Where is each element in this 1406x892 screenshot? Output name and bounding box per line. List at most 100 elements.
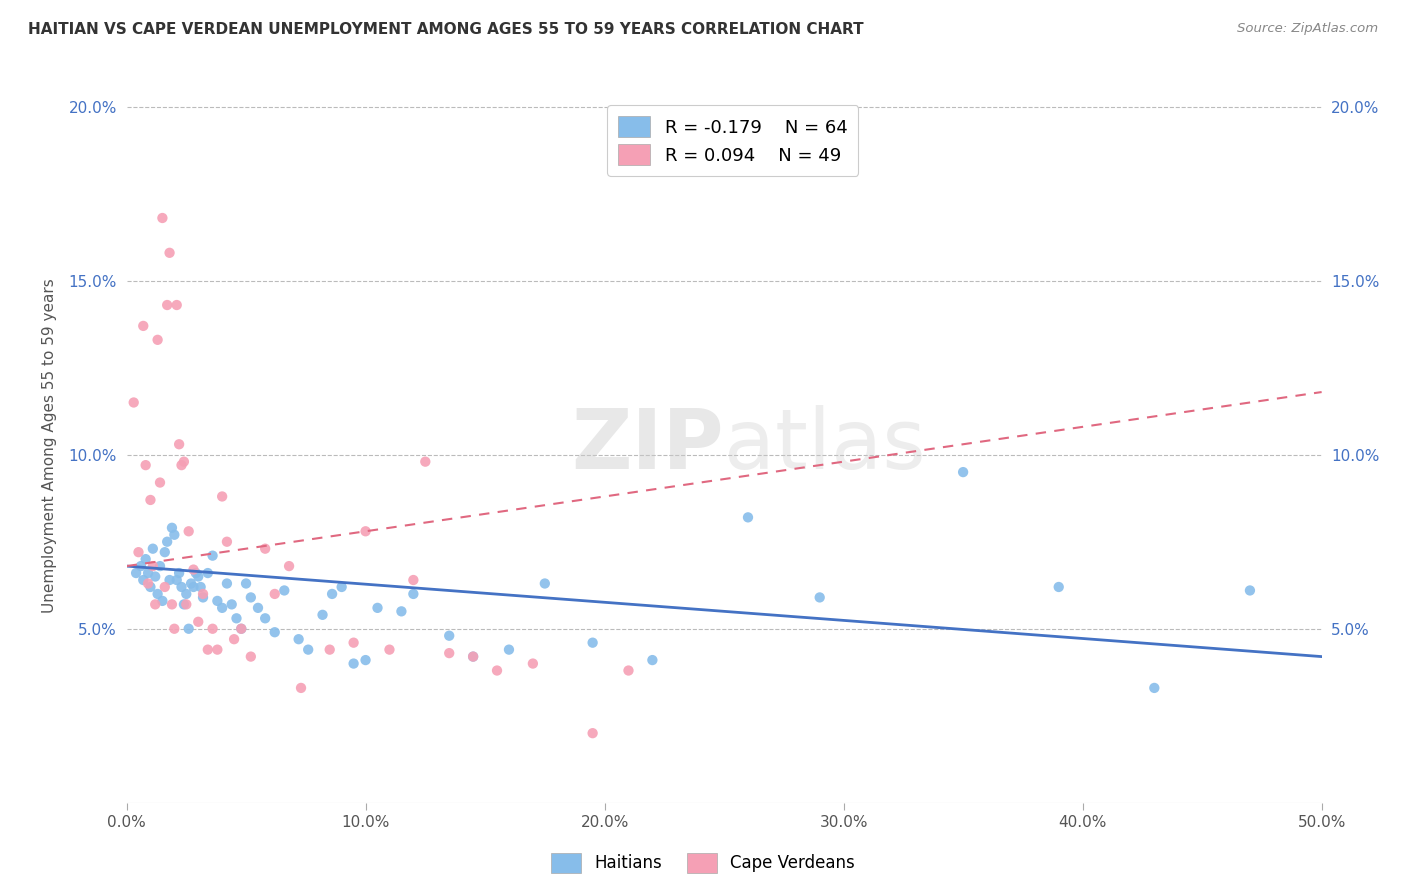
Point	[187, 615, 209, 629]
Point	[163, 528, 186, 542]
Point	[439, 629, 461, 643]
Point	[156, 534, 179, 549]
Point	[641, 653, 664, 667]
Point	[135, 458, 157, 472]
Point	[239, 591, 262, 605]
Point	[173, 598, 195, 612]
Legend: Haitians, Cape Verdeans: Haitians, Cape Verdeans	[544, 847, 862, 880]
Point	[1047, 580, 1070, 594]
Point	[321, 587, 343, 601]
Point	[166, 573, 188, 587]
Point	[191, 587, 214, 601]
Point	[183, 563, 205, 577]
Point	[150, 211, 174, 225]
Point	[231, 622, 253, 636]
Point	[354, 524, 377, 539]
Point	[225, 611, 247, 625]
Point	[211, 600, 233, 615]
Point	[311, 607, 333, 622]
Point	[153, 545, 176, 559]
Point	[402, 573, 425, 587]
Point	[391, 604, 413, 618]
Point	[952, 465, 974, 479]
Text: ZIP: ZIP	[572, 406, 724, 486]
Point	[439, 646, 461, 660]
Point	[263, 625, 285, 640]
Point	[247, 600, 270, 615]
Point	[366, 600, 388, 615]
Point	[737, 510, 759, 524]
Point	[174, 598, 197, 612]
Point	[197, 566, 219, 580]
Point	[170, 458, 193, 472]
Point	[235, 576, 257, 591]
Point	[143, 569, 166, 583]
Point	[297, 642, 319, 657]
Point	[125, 566, 148, 580]
Point	[160, 598, 183, 612]
Point	[156, 298, 179, 312]
Point	[221, 598, 243, 612]
Point	[166, 298, 188, 312]
Point	[143, 598, 166, 612]
Point	[263, 587, 285, 601]
Point	[122, 395, 145, 409]
Point	[318, 642, 342, 657]
Point	[207, 594, 229, 608]
Point	[201, 622, 224, 636]
Point	[254, 541, 277, 556]
Point	[197, 642, 219, 657]
Point	[183, 580, 205, 594]
Point	[184, 566, 207, 580]
Point	[1239, 583, 1261, 598]
Point	[207, 642, 229, 657]
Point	[222, 632, 246, 647]
Point	[139, 580, 162, 594]
Point	[146, 333, 169, 347]
Legend: R = -0.179    N = 64, R = 0.094    N = 49: R = -0.179 N = 64, R = 0.094 N = 49	[607, 105, 859, 176]
Point	[617, 664, 640, 678]
Point	[402, 587, 425, 601]
Point	[177, 622, 200, 636]
Point	[190, 580, 212, 594]
Point	[378, 642, 401, 657]
Point	[808, 591, 831, 605]
Point	[290, 681, 312, 695]
Y-axis label: Unemployment Among Ages 55 to 59 years: Unemployment Among Ages 55 to 59 years	[42, 278, 58, 614]
Point	[461, 649, 484, 664]
Point	[582, 635, 605, 649]
Point	[1143, 681, 1166, 695]
Point	[191, 591, 214, 605]
Point	[498, 642, 520, 657]
Point	[177, 524, 200, 539]
Point	[239, 649, 262, 664]
Point	[343, 635, 366, 649]
Point	[146, 587, 169, 601]
Text: atlas: atlas	[724, 406, 925, 486]
Point	[142, 541, 165, 556]
Point	[149, 559, 172, 574]
Point	[153, 580, 176, 594]
Point	[160, 521, 183, 535]
Point	[180, 576, 202, 591]
Point	[132, 318, 155, 333]
Point	[522, 657, 544, 671]
Point	[167, 437, 190, 451]
Text: HAITIAN VS CAPE VERDEAN UNEMPLOYMENT AMONG AGES 55 TO 59 YEARS CORRELATION CHART: HAITIAN VS CAPE VERDEAN UNEMPLOYMENT AMO…	[28, 22, 863, 37]
Point	[273, 583, 295, 598]
Point	[150, 594, 174, 608]
Point	[582, 726, 605, 740]
Point	[163, 622, 186, 636]
Point	[533, 576, 555, 591]
Point	[149, 475, 172, 490]
Point	[142, 559, 165, 574]
Point	[173, 455, 195, 469]
Point	[486, 664, 509, 678]
Point	[215, 576, 238, 591]
Point	[278, 559, 301, 574]
Point	[254, 611, 277, 625]
Point	[136, 576, 159, 591]
Point	[354, 653, 377, 667]
Point	[174, 587, 197, 601]
Point	[330, 580, 353, 594]
